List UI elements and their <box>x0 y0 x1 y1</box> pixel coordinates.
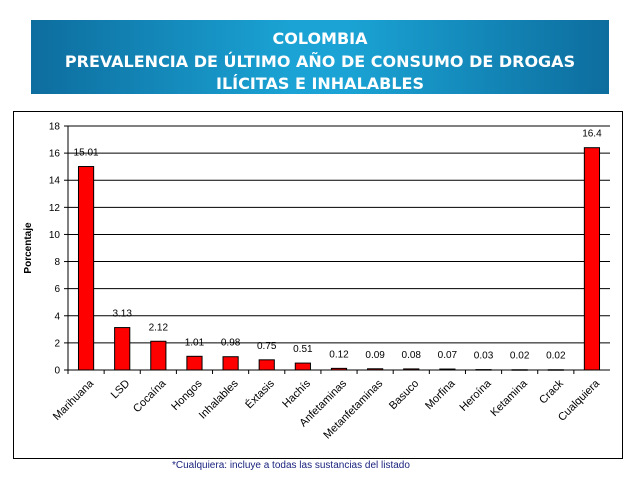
data-label: 1.01 <box>185 337 205 348</box>
x-tick-label: Morfina <box>423 377 458 412</box>
data-label: 0.02 <box>510 351 530 362</box>
data-label: 3.13 <box>112 309 132 320</box>
bar-6 <box>258 359 275 371</box>
data-label: 0.75 <box>257 341 277 352</box>
bar-5 <box>222 356 239 371</box>
bar-11 <box>439 368 456 371</box>
x-tick-label: Ketamina <box>488 377 530 419</box>
x-tick-label: Hachís <box>280 377 313 410</box>
bar-2 <box>114 327 131 371</box>
bar-1 <box>77 166 95 371</box>
y-tick-label: 6 <box>54 284 60 295</box>
bar-12 <box>475 369 492 371</box>
y-tick-label: 8 <box>54 257 60 268</box>
data-label: 0.51 <box>293 344 313 355</box>
bar-10 <box>403 368 420 371</box>
bar-3 <box>150 340 167 371</box>
y-tick-label: 16 <box>49 149 61 160</box>
data-label: 0.02 <box>546 351 566 362</box>
chart-subtitle-line2: ILÍCITAS E INHALABLES <box>216 74 424 93</box>
x-tick-label: Basuco <box>387 378 421 412</box>
x-tick-label: Marihuana <box>51 377 97 423</box>
y-tick-label: 14 <box>49 176 61 187</box>
bar-8 <box>330 367 348 371</box>
bar-7 <box>294 362 311 371</box>
bar-14 <box>547 369 564 371</box>
chart-title-country: COLOMBIA <box>272 29 368 48</box>
bar-9 <box>367 368 384 371</box>
title-banner: COLOMBIA PREVALENCIA DE ÚLTIMO AÑO DE CO… <box>31 20 609 94</box>
data-label: 0.03 <box>474 351 494 362</box>
data-label: 2.12 <box>149 322 169 333</box>
bar-4 <box>186 355 203 371</box>
data-label: 0.09 <box>365 350 385 361</box>
data-label: 0.98 <box>221 338 241 349</box>
x-tick-label: Heroína <box>457 377 494 414</box>
bar-15 <box>583 147 601 371</box>
x-tick-label: Éxtasis <box>243 377 278 412</box>
x-tick-label: Crack <box>537 377 566 406</box>
bar-13 <box>511 369 528 371</box>
y-tick-label: 4 <box>54 311 60 322</box>
y-tick-label: 0 <box>54 366 60 377</box>
x-tick-label: LSD <box>109 378 133 402</box>
chart-frame <box>13 111 623 459</box>
data-label: 16.4 <box>582 129 602 140</box>
y-tick-label: 12 <box>49 203 61 214</box>
data-label: 15.01 <box>74 148 99 159</box>
footnote: *Cualquiera: incluye a todas las sustanc… <box>172 460 410 471</box>
y-axis-title: Porcentaje <box>23 222 34 274</box>
x-tick-label: Inhalables <box>197 377 241 421</box>
data-label: 0.08 <box>402 350 422 361</box>
y-tick-label: 2 <box>54 338 60 349</box>
data-label: 0.07 <box>438 350 458 361</box>
x-tick-label: Hongos <box>169 377 205 413</box>
chart-subtitle-line1: PREVALENCIA DE ÚLTIMO AÑO DE CONSUMO DE … <box>64 52 576 71</box>
y-tick-label: 10 <box>49 230 61 241</box>
data-label: 0.12 <box>329 349 349 360</box>
y-tick-label: 18 <box>49 122 61 133</box>
x-tick-label: Cocaína <box>131 377 169 415</box>
